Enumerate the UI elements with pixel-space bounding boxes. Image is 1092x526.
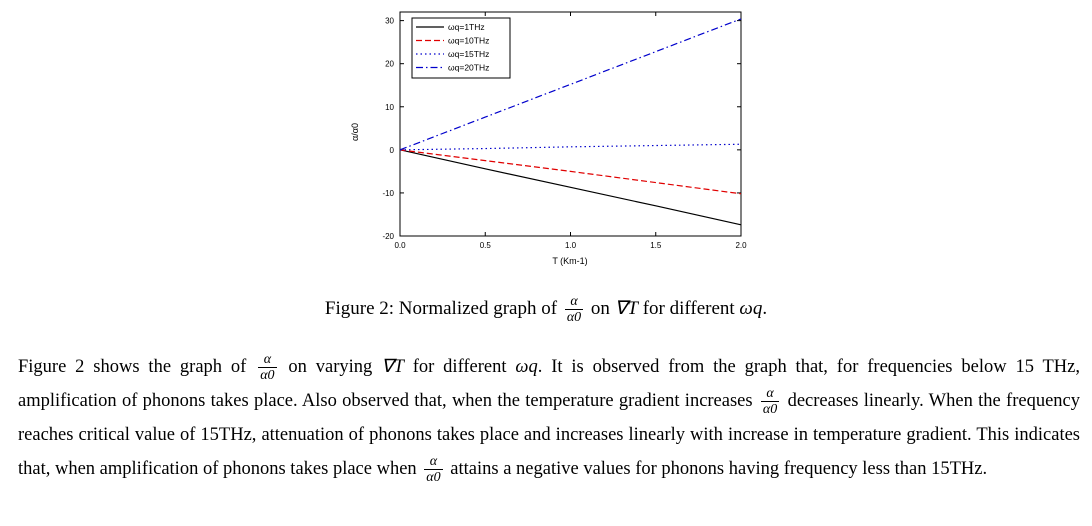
caption-end: . xyxy=(762,298,768,319)
para-frac-num-1: α xyxy=(263,351,272,367)
para-fraction-2: α α0 xyxy=(760,385,780,417)
legend-entry: ωq=10THz xyxy=(448,36,489,46)
legend-box xyxy=(411,17,511,79)
y-tick-label: 0 xyxy=(390,146,395,155)
caption-grad: ∇T xyxy=(614,298,638,319)
para-part-1: Figure 2 shows the graph of xyxy=(18,357,247,377)
y-tick-label: 20 xyxy=(385,60,394,69)
para-frac-num-2: α xyxy=(766,385,774,401)
series-line-4 xyxy=(399,18,742,151)
x-tick-label: 1.5 xyxy=(650,241,662,250)
legend-entry: ωq=15THz xyxy=(448,49,489,59)
x-tick-label: 0.0 xyxy=(394,241,406,250)
caption-frac-den: α0 xyxy=(564,308,584,325)
series-line-3 xyxy=(399,143,742,151)
para-part-4: . It is observed from the graph that, fo… xyxy=(18,357,1080,411)
y-axis-label: α/α0 xyxy=(350,123,360,141)
para-frac-den-1: α0 xyxy=(258,366,277,383)
para-part-3: for different xyxy=(412,357,507,377)
para-omega: ωq xyxy=(515,357,538,377)
para-fraction-3: α α0 xyxy=(424,453,443,485)
series-lines xyxy=(399,18,742,226)
legend: ωq=1THz ωq=10THz ωq=15THz ωq=20THz xyxy=(411,17,511,79)
caption-omega: ωq xyxy=(739,298,763,319)
x-axis-ticks: 0.0 0.5 1.0 1.5 2.0 xyxy=(394,12,747,250)
x-tick-label: 1.0 xyxy=(565,241,577,250)
y-tick-label: 10 xyxy=(385,103,394,112)
legend-entry: ωq=20THz xyxy=(448,63,489,73)
y-tick-label: 30 xyxy=(385,17,394,26)
series-line-1 xyxy=(399,149,742,226)
x-tick-label: 0.5 xyxy=(480,241,492,250)
para-part-5: decreases linearly. When the frequency r… xyxy=(18,391,1081,479)
caption-prefix: Figure 2: Normalized graph of xyxy=(324,298,558,319)
x-axis-label: T (Km-1) xyxy=(552,256,587,266)
caption-mid2: for different xyxy=(642,298,735,319)
para-frac-num-3: α xyxy=(429,453,438,469)
para-part-6: attains a negative values for phonons ha… xyxy=(450,459,988,479)
y-tick-label: -20 xyxy=(382,232,394,241)
y-tick-label: -10 xyxy=(382,189,394,198)
body-paragraph: Figure 2 shows the graph of α α0 on vary… xyxy=(18,350,1080,486)
para-part-2: on varying xyxy=(288,357,373,377)
series-line-2 xyxy=(399,149,742,195)
x-tick-label: 2.0 xyxy=(735,241,747,250)
para-frac-den-3: α0 xyxy=(424,468,443,485)
figure-caption: Figure 2: Normalized graph of α α0 on ∇T… xyxy=(0,294,1092,325)
para-frac-den-2: α0 xyxy=(760,400,780,417)
caption-mid: on xyxy=(590,298,610,319)
para-fraction-1: α α0 xyxy=(258,351,277,383)
caption-frac-num: α xyxy=(570,293,578,309)
caption-fraction: α α0 xyxy=(564,293,584,325)
legend-entry: ωq=1THz xyxy=(448,22,485,32)
para-grad: ∇T xyxy=(381,357,404,377)
y-axis-ticks: -20 -10 0 10 20 30 xyxy=(382,17,741,241)
